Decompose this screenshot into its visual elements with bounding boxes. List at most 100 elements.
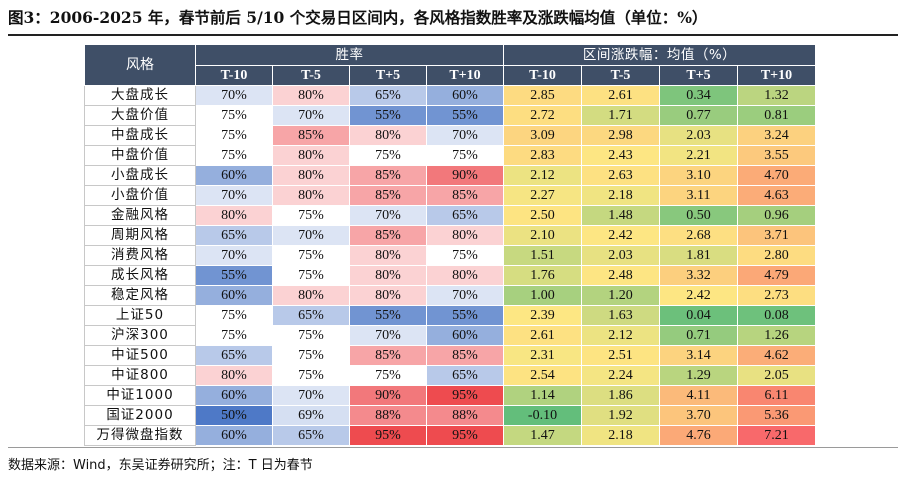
table-row: 稳定风格 60% 80% 80% 70% 1.00 1.20 2.42 2.73 <box>84 285 816 306</box>
win-rate-cell: 75% <box>195 145 273 166</box>
return-mean-cell: 1.71 <box>581 105 660 126</box>
win-rate-cell: 80% <box>272 85 350 106</box>
source-note: 数据来源：Wind，东吴证券研究所；注：T 日为春节 <box>8 458 313 473</box>
return-mean-cell: 5.36 <box>737 405 816 426</box>
return-mean-cell: -0.10 <box>503 405 582 426</box>
return-mean-cell: 2.05 <box>737 365 816 386</box>
return-mean-cell: 1.86 <box>581 385 660 406</box>
win-rate-cell: 75% <box>349 365 427 386</box>
win-rate-cell: 65% <box>426 365 504 386</box>
return-mean-cell: 0.96 <box>737 205 816 226</box>
table-body: 大盘成长 70% 80% 65% 60% 2.85 2.61 0.34 1.32 大盘价值 75% 7… <box>84 85 816 446</box>
return-mean-cell: 2.42 <box>581 225 660 246</box>
return-mean-cell: 2.12 <box>581 325 660 346</box>
table-row: 小盘价值 70% 80% 85% 85% 2.27 2.18 3.11 4.63 <box>84 185 816 206</box>
win-rate-cell: 75% <box>272 265 350 286</box>
return-mean-cell: 4.11 <box>659 385 738 406</box>
return-mean-cell: 2.12 <box>503 165 582 186</box>
win-rate-cell: 75% <box>272 365 350 386</box>
win-rate-cell: 95% <box>426 385 504 406</box>
return-mean-cell: 3.11 <box>659 185 738 206</box>
row-style-name: 成长风格 <box>84 265 196 286</box>
win-rate-cell: 80% <box>272 165 350 186</box>
win-rate-cell: 88% <box>426 405 504 426</box>
win-rate-cell: 70% <box>272 225 350 246</box>
win-rate-cell: 69% <box>272 405 350 426</box>
return-mean-cell: 2.39 <box>503 305 582 326</box>
return-mean-cell: 2.24 <box>581 365 660 386</box>
subheader-win-t-minus-10: T-10 <box>195 65 273 86</box>
win-rate-cell: 65% <box>195 225 273 246</box>
win-rate-cell: 75% <box>426 245 504 266</box>
win-rate-cell: 95% <box>349 425 427 446</box>
return-mean-cell: 2.27 <box>503 185 582 206</box>
table-row: 沪深300 75% 75% 70% 60% 2.61 2.12 0.71 1.26 <box>84 325 816 346</box>
figure-title: 图3：2006-2025 年，春节前后 5/10 个交易日区间内，各风格指数胜率… <box>8 8 708 27</box>
subheader-win-t-minus-5: T-5 <box>272 65 350 86</box>
row-style-name: 消费风格 <box>84 245 196 266</box>
return-mean-cell: 2.73 <box>737 285 816 306</box>
row-style-name: 周期风格 <box>84 225 196 246</box>
win-rate-cell: 65% <box>272 425 350 446</box>
win-rate-cell: 70% <box>195 85 273 106</box>
return-mean-cell: 1.14 <box>503 385 582 406</box>
return-mean-cell: 1.26 <box>737 325 816 346</box>
win-rate-cell: 88% <box>349 405 427 426</box>
return-mean-cell: 1.51 <box>503 245 582 266</box>
return-mean-cell: 1.63 <box>581 305 660 326</box>
return-mean-cell: 2.18 <box>581 425 660 446</box>
return-mean-cell: 7.21 <box>737 425 816 446</box>
win-rate-cell: 70% <box>195 185 273 206</box>
table-row: 中盘价值 75% 80% 75% 75% 2.83 2.43 2.21 3.55 <box>84 145 816 166</box>
win-rate-cell: 60% <box>195 285 273 306</box>
row-style-name: 小盘价值 <box>84 185 196 206</box>
return-mean-cell: 2.68 <box>659 225 738 246</box>
return-mean-cell: 1.92 <box>581 405 660 426</box>
table-row: 周期风格 65% 70% 85% 80% 2.10 2.42 2.68 3.71 <box>84 225 816 246</box>
win-rate-cell: 75% <box>195 105 273 126</box>
subheader-win-t-plus-5: T+5 <box>349 65 427 86</box>
subheader-ret-t-plus-5: T+5 <box>659 65 738 86</box>
win-rate-cell: 50% <box>195 405 273 426</box>
subheader-win-t-plus-10: T+10 <box>426 65 504 86</box>
win-rate-cell: 80% <box>272 285 350 306</box>
win-rate-cell: 70% <box>349 205 427 226</box>
row-style-name: 中证800 <box>84 365 196 386</box>
win-rate-cell: 65% <box>349 85 427 106</box>
return-mean-cell: 2.03 <box>581 245 660 266</box>
return-mean-cell: 2.31 <box>503 345 582 366</box>
return-mean-cell: 2.48 <box>581 265 660 286</box>
win-rate-cell: 65% <box>426 205 504 226</box>
win-rate-cell: 80% <box>349 265 427 286</box>
return-mean-cell: 2.72 <box>503 105 582 126</box>
return-mean-cell: 1.00 <box>503 285 582 306</box>
row-style-name: 沪深300 <box>84 325 196 346</box>
row-style-name: 金融风格 <box>84 205 196 226</box>
return-mean-cell: 4.70 <box>737 165 816 186</box>
win-rate-cell: 90% <box>349 385 427 406</box>
header-style: 风格 <box>84 44 196 86</box>
win-rate-cell: 75% <box>272 345 350 366</box>
row-style-name: 小盘成长 <box>84 165 196 186</box>
return-mean-cell: 1.48 <box>581 205 660 226</box>
win-rate-cell: 70% <box>272 385 350 406</box>
win-rate-cell: 80% <box>349 285 427 306</box>
win-rate-cell: 65% <box>195 345 273 366</box>
return-mean-cell: 2.10 <box>503 225 582 246</box>
win-rate-cell: 60% <box>426 85 504 106</box>
win-rate-cell: 60% <box>195 165 273 186</box>
win-rate-cell: 80% <box>349 125 427 146</box>
row-style-name: 中盘成长 <box>84 125 196 146</box>
table-row: 金融风格 80% 75% 70% 65% 2.50 1.48 0.50 0.96 <box>84 205 816 226</box>
return-mean-cell: 2.61 <box>581 85 660 106</box>
win-rate-cell: 70% <box>272 105 350 126</box>
return-mean-cell: 1.32 <box>737 85 816 106</box>
table-row: 中证800 80% 75% 75% 65% 2.54 2.24 1.29 2.05 <box>84 365 816 386</box>
return-mean-cell: 0.71 <box>659 325 738 346</box>
win-rate-cell: 55% <box>426 305 504 326</box>
win-rate-cell: 70% <box>195 245 273 266</box>
return-mean-cell: 0.77 <box>659 105 738 126</box>
win-rate-cell: 85% <box>349 185 427 206</box>
return-mean-cell: 3.10 <box>659 165 738 186</box>
win-rate-cell: 60% <box>195 385 273 406</box>
